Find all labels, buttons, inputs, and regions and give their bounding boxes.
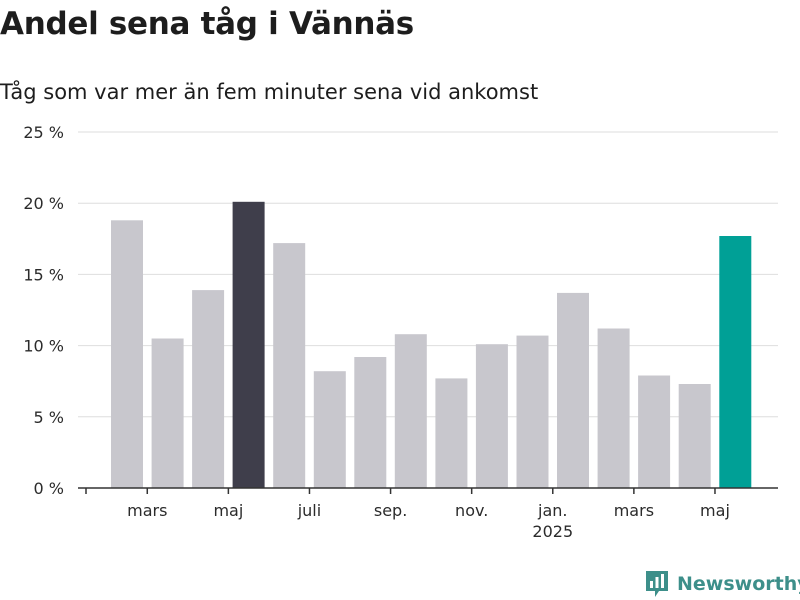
y-tick-label: 15 % [23,265,64,284]
chart-title: Andel sena tåg i Vännäs [0,6,414,42]
x-axis: mars maj juli sep. nov. jan. 2025 mars maj [78,487,778,541]
bar [678,384,711,488]
bars [111,201,752,489]
y-tick-label: 0 % [34,479,64,498]
bar [638,375,671,488]
bar [557,292,589,488]
bar [313,371,346,488]
bar [597,328,630,488]
chart-subtitle: Tåg som var mer än fem minuter sena vid … [0,80,539,104]
x-tick-label: sep. [374,501,407,520]
y-tick-label: 10 % [23,337,64,356]
x-tick-label: nov. [455,501,488,520]
x-tick-label: juli [297,501,321,520]
bar [232,201,265,489]
brand-name: Newsworthy [677,573,800,595]
bar [111,220,143,489]
newsworthy-chart-icon [646,571,668,597]
bar [719,236,752,488]
x-tick-year-label: 2025 [532,522,573,541]
x-tick-label: mars [127,501,167,520]
newsworthy-logo: Newsworthy [644,569,800,599]
y-tick-label: 20 % [23,194,64,213]
bar [273,243,306,488]
x-tick-label: jan. [537,501,567,520]
bar [475,344,508,488]
y-tick-label: 5 % [34,408,64,427]
x-tick-label: maj [213,501,243,520]
x-tick-label: mars [614,501,654,520]
y-axis-labels: 0 % 5 % 10 % 15 % 20 % 25 % [23,123,64,498]
bar [151,338,184,488]
bar-chart: mars maj juli sep. nov. jan. 2025 mars maj 0 % 5 … [23,123,778,541]
bar [192,290,225,488]
bar [394,334,427,488]
bar [435,378,468,488]
bar [516,335,549,488]
x-tick-label: maj [700,501,730,520]
bar [354,357,387,488]
y-tick-label: 25 % [23,123,64,142]
